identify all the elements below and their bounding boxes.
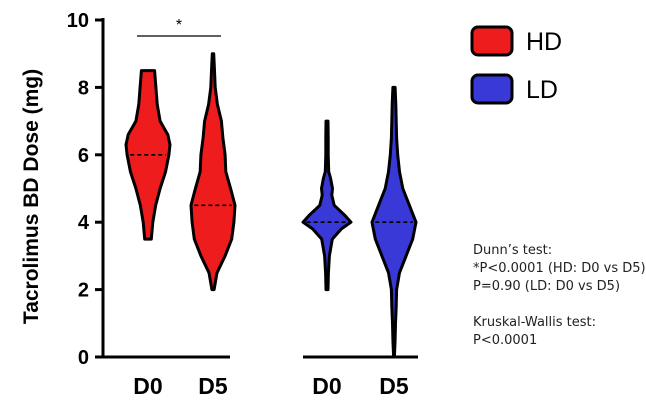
kruskal-wallis-title: Kruskal-Wallis test:	[473, 315, 596, 330]
legend-label-ld: LD	[526, 76, 558, 104]
legend-swatch-hd	[470, 25, 514, 57]
y-tick-label: 0	[78, 347, 89, 369]
x-tick-label: D0	[133, 373, 162, 399]
violin-hd-d5	[189, 52, 237, 292]
y-axis-label: Tacrolimus BD Dose (mg)	[20, 69, 43, 324]
axes: 0 2 4 6 8 10 Tacrolimus BD Dose (mg) D0 D5 D0 D5 *	[20, 10, 418, 399]
stats-annotation: Dunn’s test: *P<0.0001 (HD: D0 vs D5) P=…	[473, 242, 646, 350]
plot-area	[124, 52, 418, 359]
y-tick-label: 4	[78, 212, 90, 234]
y-tick-label: 6	[78, 145, 89, 167]
y-tick-label: 2	[78, 280, 89, 302]
violin-ld-d0	[301, 119, 353, 292]
y-tick-label: 8	[78, 77, 89, 99]
x-tick-label: D5	[198, 373, 228, 399]
significance-marker: *	[176, 17, 182, 34]
x-tick-label: D5	[379, 373, 409, 399]
y-tick-label: 10	[67, 10, 89, 32]
dunn-test-title: Dunn’s test:	[473, 243, 553, 258]
legend: HD LD	[470, 25, 562, 105]
legend-label-hd: HD	[526, 28, 562, 56]
x-tick-label: D0	[312, 373, 341, 399]
dunn-test-line-2: P=0.90 (LD: D0 vs D5)	[473, 279, 621, 294]
kruskal-wallis-result: P<0.0001	[473, 333, 538, 348]
legend-swatch-ld	[470, 73, 514, 105]
violin-ld-d5	[370, 85, 418, 359]
dunn-test-line-1: *P<0.0001 (HD: D0 vs D5)	[473, 261, 646, 276]
